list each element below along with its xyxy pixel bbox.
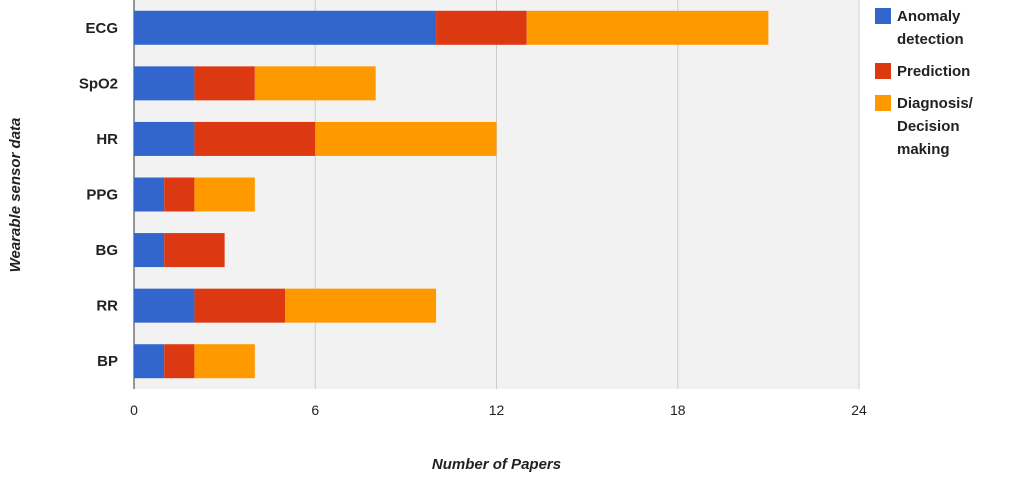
category-label: SpO2 xyxy=(79,75,118,92)
bar-segment xyxy=(526,10,769,45)
category-labels: ECG SpO2 HR PPG BG RR BP xyxy=(79,20,118,370)
grid-lines xyxy=(133,0,860,389)
bar-segment xyxy=(134,121,195,156)
bar-segment xyxy=(134,344,165,379)
x-tick-label: 18 xyxy=(670,402,686,418)
legend: Anomaly detection Prediction Diagnosis/Deci… xyxy=(875,8,974,158)
bar-segment xyxy=(134,177,165,212)
category-label: BG xyxy=(96,242,119,259)
x-tick-label: 24 xyxy=(851,402,867,418)
category-label: ECG xyxy=(85,20,118,37)
legend-label: Diagnosis/Decision making xyxy=(897,95,974,158)
bar-segment xyxy=(164,233,225,268)
bar-segment xyxy=(285,288,437,323)
bar-segment xyxy=(194,121,316,156)
bar-segment xyxy=(436,10,527,45)
legend-swatch xyxy=(875,8,891,24)
bars xyxy=(134,10,769,379)
bar-segment xyxy=(164,344,195,379)
legend-label: Anomaly detection xyxy=(897,8,964,48)
x-axis-ticks: 0 6 12 18 24 xyxy=(130,402,867,418)
legend-label: Prediction xyxy=(897,63,970,80)
bar-segment xyxy=(194,66,255,101)
bar-segment xyxy=(194,177,255,212)
bar-segment xyxy=(194,344,255,379)
x-axis-title: Number of Papers xyxy=(432,456,561,473)
category-label: PPG xyxy=(86,187,118,204)
bar-segment xyxy=(164,177,195,212)
bar-segment xyxy=(134,66,195,101)
category-label: BP xyxy=(97,353,118,370)
bar-segment xyxy=(194,288,286,323)
bar-segment xyxy=(134,10,437,45)
x-tick-label: 6 xyxy=(311,402,319,418)
bar-segment xyxy=(254,66,376,101)
legend-swatch xyxy=(875,95,891,111)
x-tick-label: 12 xyxy=(489,402,505,418)
category-label: RR xyxy=(96,298,118,315)
x-tick-label: 0 xyxy=(130,402,138,418)
bar-segment xyxy=(134,288,195,323)
legend-swatch xyxy=(875,63,891,79)
bar-segment xyxy=(134,233,165,268)
bar-segment xyxy=(315,121,497,156)
y-axis-title: Wearable sensor data xyxy=(7,118,24,273)
category-label: HR xyxy=(96,131,118,148)
